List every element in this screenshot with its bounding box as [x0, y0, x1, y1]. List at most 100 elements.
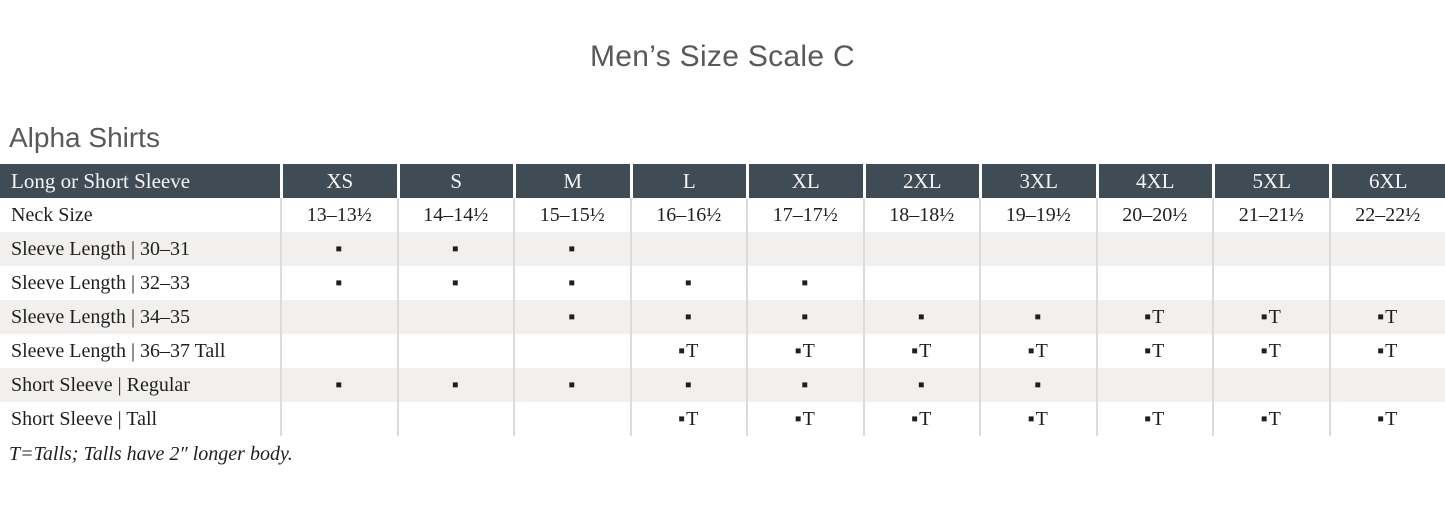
table-row: Sleeve Length | 32–33 ▪ ▪ ▪ ▪ ▪: [0, 266, 1445, 300]
size-column-header: 5XL: [1212, 164, 1329, 198]
size-column-header: S: [396, 164, 513, 198]
size-column-header: L: [629, 164, 746, 198]
page-title: Men’s Size Scale C: [590, 40, 855, 73]
size-column-header: 6XL: [1328, 164, 1445, 198]
availability-mark: ▪T: [1328, 300, 1445, 334]
size-value: 20–20½: [1095, 198, 1212, 232]
size-value: [1328, 232, 1445, 266]
size-value: [280, 402, 397, 436]
availability-mark: ▪: [862, 300, 979, 334]
availability-mark: ▪T: [979, 402, 1096, 436]
availability-mark: ▪: [979, 300, 1096, 334]
availability-mark: ▪: [513, 368, 630, 402]
row-label: Short Sleeve | Regular: [0, 368, 280, 402]
row-label: Neck Size: [0, 198, 280, 232]
availability-mark: ▪: [513, 266, 630, 300]
table-row: Short Sleeve | Regular ▪ ▪ ▪ ▪ ▪ ▪ ▪: [0, 368, 1445, 402]
availability-mark: ▪: [862, 368, 979, 402]
corner-header-label: Long or Short Sleeve: [0, 164, 280, 198]
availability-mark: ▪T: [746, 402, 863, 436]
row-label: Sleeve Length | 30–31: [0, 232, 280, 266]
table-row: Sleeve Length | 30–31 ▪ ▪ ▪: [0, 232, 1445, 266]
size-value: [629, 232, 746, 266]
size-value: [979, 266, 1096, 300]
table-row: Sleeve Length | 36–37 Tall ▪T ▪T ▪T ▪T ▪T ▪T ▪T: [0, 334, 1445, 368]
availability-mark: ▪T: [1095, 402, 1212, 436]
availability-mark: ▪T: [1212, 300, 1329, 334]
size-table-header-row: Long or Short Sleeve XS S M L XL 2XL 3XL 4XL 5XL…: [0, 164, 1445, 198]
size-value: [1212, 368, 1329, 402]
availability-mark: ▪T: [1328, 334, 1445, 368]
section-heading: Alpha Shirts: [9, 122, 160, 153]
availability-mark: ▪T: [979, 334, 1096, 368]
size-value: [1095, 232, 1212, 266]
availability-mark: ▪: [629, 266, 746, 300]
availability-mark: ▪T: [1328, 402, 1445, 436]
size-value: 16–16½: [629, 198, 746, 232]
availability-mark: ▪: [396, 368, 513, 402]
availability-mark: ▪: [280, 232, 397, 266]
availability-mark: ▪: [746, 300, 863, 334]
availability-mark: ▪: [629, 368, 746, 402]
availability-mark: ▪: [513, 232, 630, 266]
size-value: [513, 402, 630, 436]
size-value: 13–13½: [280, 198, 397, 232]
size-value: 19–19½: [979, 198, 1096, 232]
size-value: [862, 232, 979, 266]
size-value: 15–15½: [513, 198, 630, 232]
table-row: Sleeve Length | 34–35 ▪ ▪ ▪ ▪ ▪ ▪T ▪T ▪T: [0, 300, 1445, 334]
size-value: [746, 232, 863, 266]
size-column-header: XS: [280, 164, 397, 198]
size-value: 18–18½: [862, 198, 979, 232]
size-value: [862, 266, 979, 300]
size-table: Long or Short Sleeve XS S M L XL 2XL 3XL 4XL 5XL…: [0, 164, 1445, 436]
availability-mark: ▪: [979, 368, 1096, 402]
size-column-header: M: [513, 164, 630, 198]
availability-mark: ▪T: [862, 402, 979, 436]
size-value: 21–21½: [1212, 198, 1329, 232]
availability-mark: ▪T: [746, 334, 863, 368]
table-footnote: T=Talls; Talls have 2″ longer body.: [9, 443, 293, 465]
availability-mark: ▪: [396, 266, 513, 300]
availability-mark: ▪: [513, 300, 630, 334]
size-value: [1328, 368, 1445, 402]
row-label: Short Sleeve | Tall: [0, 402, 280, 436]
availability-mark: ▪: [280, 266, 397, 300]
availability-mark: ▪T: [1212, 402, 1329, 436]
table-row: Short Sleeve | Tall ▪T ▪T ▪T ▪T ▪T ▪T ▪T: [0, 402, 1445, 436]
availability-mark: ▪T: [629, 402, 746, 436]
availability-mark: ▪T: [862, 334, 979, 368]
size-column-header: 2XL: [862, 164, 979, 198]
size-value: [280, 300, 397, 334]
size-value: [280, 334, 397, 368]
size-value: [396, 334, 513, 368]
size-value: [1212, 232, 1329, 266]
row-label: Sleeve Length | 36–37 Tall: [0, 334, 280, 368]
row-label: Sleeve Length | 34–35: [0, 300, 280, 334]
size-value: [513, 334, 630, 368]
table-row: Neck Size 13–13½ 14–14½ 15–15½ 16–16½ 17–17½ 1…: [0, 198, 1445, 232]
size-table-body: Neck Size 13–13½ 14–14½ 15–15½ 16–16½ 17–17½ 1…: [0, 198, 1445, 436]
availability-mark: ▪T: [629, 334, 746, 368]
availability-mark: ▪: [280, 368, 397, 402]
availability-mark: ▪: [396, 232, 513, 266]
size-column-header: XL: [746, 164, 863, 198]
availability-mark: ▪: [746, 266, 863, 300]
size-value: [1212, 266, 1329, 300]
availability-mark: ▪: [629, 300, 746, 334]
size-value: [1095, 368, 1212, 402]
size-column-header: 4XL: [1095, 164, 1212, 198]
size-value: 14–14½: [396, 198, 513, 232]
size-value: 17–17½: [746, 198, 863, 232]
size-value: [396, 300, 513, 334]
size-value: [396, 402, 513, 436]
row-label: Sleeve Length | 32–33: [0, 266, 280, 300]
size-value: 22–22½: [1328, 198, 1445, 232]
size-column-header: 3XL: [979, 164, 1096, 198]
size-value: [979, 232, 1096, 266]
availability-mark: ▪T: [1095, 334, 1212, 368]
size-value: [1328, 266, 1445, 300]
availability-mark: ▪: [746, 368, 863, 402]
availability-mark: ▪T: [1095, 300, 1212, 334]
